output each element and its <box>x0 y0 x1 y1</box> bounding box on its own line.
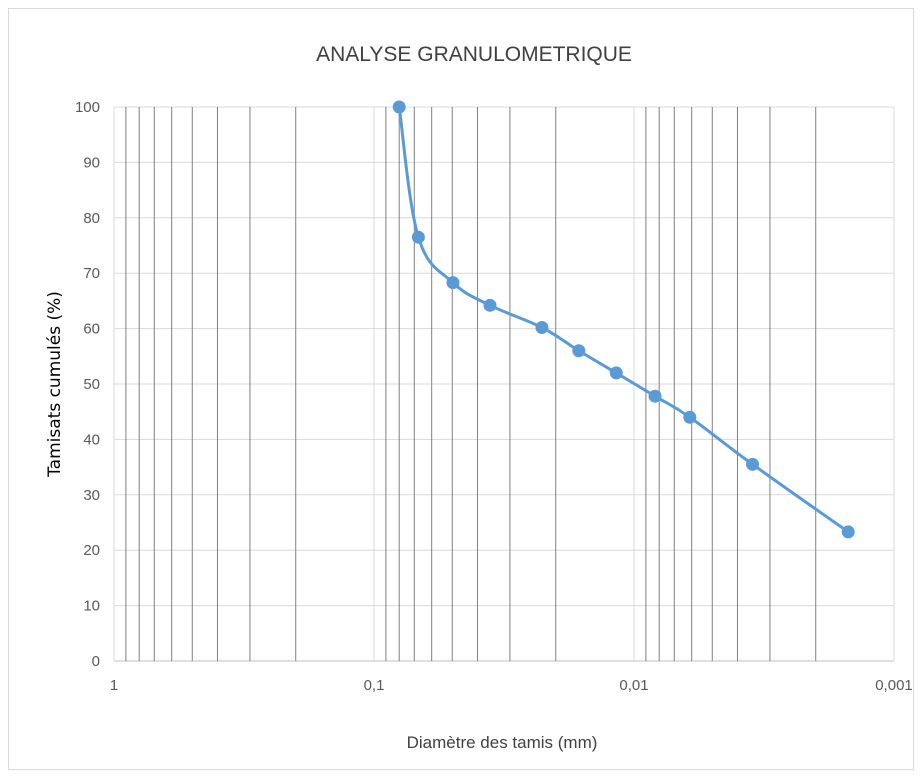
x-tick-label: 1 <box>110 677 118 694</box>
chart-title: ANALYSE GRANULOMETRIQUE <box>316 43 632 66</box>
y-tick-label: 50 <box>83 376 100 393</box>
data-point <box>392 100 406 114</box>
y-tick-label: 30 <box>83 487 100 504</box>
data-point <box>411 230 425 244</box>
data-point <box>446 276 460 290</box>
chart-frame <box>8 8 914 770</box>
series-line <box>397 106 850 534</box>
data-point <box>683 410 697 424</box>
y-tick-label: 0 <box>92 653 100 670</box>
x-axis-label: Diamètre des tamis (mm) <box>407 733 598 752</box>
data-point <box>572 344 586 358</box>
data-point <box>483 298 497 312</box>
data-point <box>746 457 760 471</box>
y-tick-label: 10 <box>83 598 100 615</box>
y-tick-label: 100 <box>75 99 100 116</box>
y-axis-label: Tamisats cumulés (%) <box>45 291 65 478</box>
y-tick-label: 80 <box>83 210 100 227</box>
data-point <box>535 320 549 334</box>
x-tick-label: 0,01 <box>619 677 648 694</box>
y-tick-labels: 0 10 20 30 40 50 60 70 80 90 100 <box>75 99 100 670</box>
x-tick-labels: 1 0,1 0,01 0,001 <box>110 677 913 694</box>
x-tick-label: 0,001 <box>875 677 913 694</box>
y-tick-label: 90 <box>83 154 100 171</box>
y-tick-label: 60 <box>83 321 100 338</box>
x-tick-label: 0,1 <box>364 677 385 694</box>
data-point <box>609 366 623 380</box>
horizontal-gridlines <box>114 106 894 662</box>
data-point <box>841 525 855 539</box>
series-layer <box>392 100 855 539</box>
y-tick-label: 40 <box>83 431 100 448</box>
data-point <box>648 389 662 403</box>
y-tick-label: 20 <box>83 542 100 559</box>
vertical-gridlines <box>113 107 895 661</box>
y-tick-label: 70 <box>83 265 100 282</box>
